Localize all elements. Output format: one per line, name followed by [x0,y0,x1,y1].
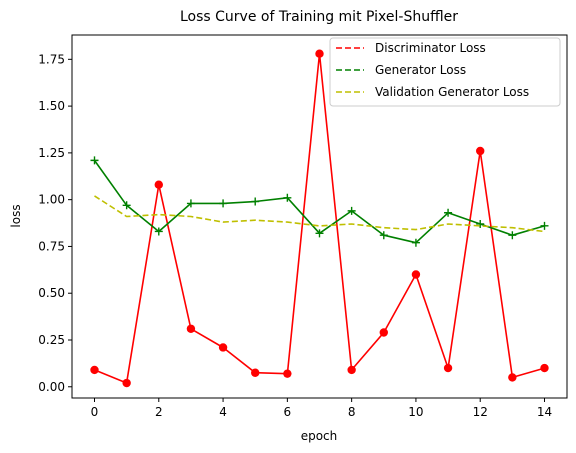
x-axis-title: epoch [301,429,338,443]
validation-generator-loss-line [94,195,545,233]
discriminator-loss-point [379,328,388,337]
y-tick-label: 0.50 [38,286,65,300]
discriminator-loss-point [508,373,517,382]
generator-loss-point [283,193,292,202]
y-tick-label: 0.25 [38,333,65,347]
legend-box [329,37,561,107]
generator-loss-point [379,231,388,240]
generator-loss-point [90,156,99,165]
validation-generator-loss-legend-label: Validation Generator Loss [375,85,529,99]
discriminator-loss-point [218,343,228,352]
x-tick-label: 2 [155,405,163,419]
discriminator-loss-point [122,378,131,388]
generator-loss-point [315,229,324,238]
x-tick-label: 8 [348,405,356,419]
generator-loss-point [186,199,195,208]
discriminator-loss-point [90,365,99,375]
generator-loss-point [444,208,453,217]
discriminator-loss-legend-label: Discriminator Loss [375,41,486,55]
discriminator-loss-point [347,365,356,375]
y-axis-title: loss [9,204,23,227]
x-tick-label: 10 [408,405,423,419]
y-tick-label: 1.00 [38,193,65,207]
x-tick-label: 4 [219,405,227,419]
generator-loss-point [411,238,420,247]
generator-loss-point [508,231,517,240]
plot-frame [71,34,568,399]
discriminator-loss-point [251,368,260,377]
chart-title: Loss Curve of Training mit Pixel-Shuffle… [180,9,458,25]
y-tick-label: 0.00 [38,380,65,394]
generator-loss-point [347,206,356,215]
plot-area [71,34,568,399]
generator-loss-legend-label: Generator Loss [375,63,466,77]
generator-loss-point [122,201,131,210]
discriminator-loss-point [540,363,549,373]
discriminator-loss-point [411,270,421,279]
generator-loss-point [476,219,485,228]
x-tick-label: 6 [284,405,292,419]
x-tick-label: 14 [537,405,552,419]
discriminator-loss-point [315,49,324,58]
generator-loss-point [219,199,228,208]
x-tick-label: 12 [473,405,488,419]
discriminator-loss-point [443,363,453,373]
discriminator-loss-point [154,180,163,189]
generator-loss-point [154,227,163,236]
discriminator-loss-point [476,146,485,156]
y-tick-label: 1.25 [38,146,65,160]
y-tick-label: 1.50 [38,99,65,113]
generator-loss-point [251,197,260,206]
y-tick-label: 1.75 [38,52,65,66]
x-tick-label: 0 [91,405,99,419]
y-tick-label: 0.75 [38,239,65,253]
discriminator-loss-point [283,369,292,378]
legend: Discriminator Loss Generator Loss Validati… [329,37,561,107]
generator-loss-point [540,221,549,230]
discriminator-loss-point [186,324,196,333]
